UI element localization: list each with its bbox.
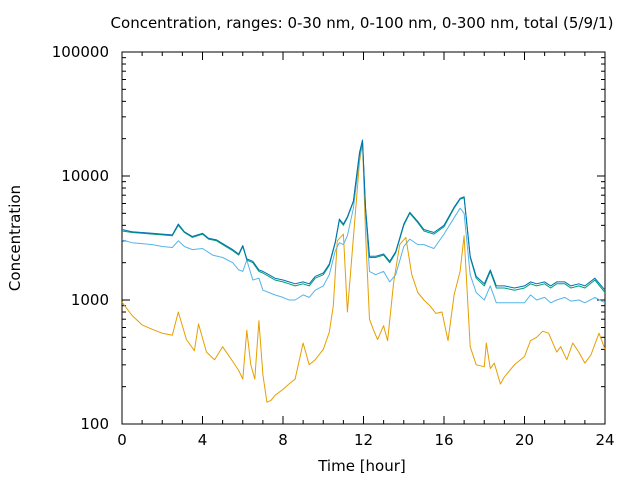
- x-tick-label: 8: [278, 431, 288, 449]
- y-tick-label: 10000: [61, 167, 109, 185]
- x-tick-label: 12: [354, 431, 373, 449]
- series-line-1: [121, 142, 606, 403]
- x-axis-label: Time [hour]: [317, 457, 406, 475]
- x-tick-label: 16: [434, 431, 453, 449]
- axis-ticks: [121, 51, 606, 425]
- y-axis-label: Concentration: [6, 185, 24, 291]
- plot-frame: [121, 51, 606, 425]
- series-group: [121, 139, 606, 403]
- x-tick-label: 0: [117, 431, 127, 449]
- y-tick-label: 100: [80, 415, 109, 433]
- x-tick-label: 20: [515, 431, 534, 449]
- series-line-4: [121, 139, 606, 291]
- tick-labels: 0 4 8 12 16 20 24 100 1000 10000 100000: [52, 43, 615, 449]
- x-tick-label: 24: [595, 431, 614, 449]
- y-tick-label: 1000: [71, 291, 109, 309]
- chart-title: Concentration, ranges: 0-30 nm, 0-100 nm…: [111, 14, 614, 32]
- y-tick-label: 100000: [52, 43, 109, 61]
- x-tick-label: 4: [198, 431, 208, 449]
